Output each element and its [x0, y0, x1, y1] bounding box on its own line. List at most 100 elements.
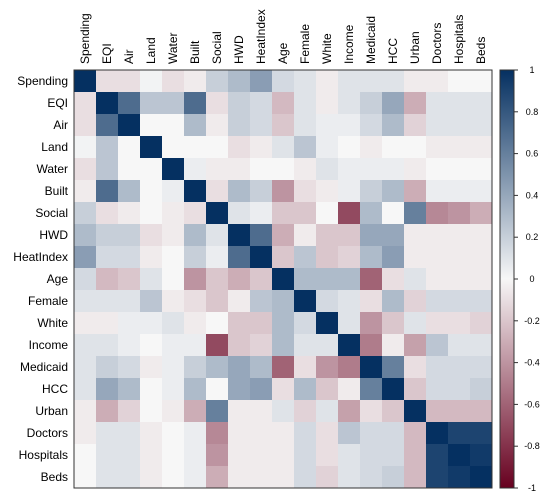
column-label-income: Income [342, 24, 356, 64]
heatmap-cell-land-urban [404, 136, 426, 158]
heatmap-cell-age-spending [74, 268, 96, 290]
heatmap-cell-white-urban [404, 312, 426, 334]
heatmap-cell-urban-female [294, 400, 316, 422]
heatmap-cell-air-income [338, 114, 360, 136]
heatmap-cell-hcc-doctors [426, 378, 448, 400]
heatmap-cell-spending-doctors [426, 70, 448, 92]
heatmap-cell-medicaid-heatindex [250, 356, 272, 378]
heatmap-cell-air-heatindex [250, 114, 272, 136]
heatmap-cell-eqi-social [206, 92, 228, 114]
heatmap-cell-eqi-hcc [382, 92, 404, 114]
heatmap-cell-heatindex-spending [74, 246, 96, 268]
heatmap-cell-white-social [206, 312, 228, 334]
heatmap-cell-built-land [140, 180, 162, 202]
column-label-eqi: EQI [100, 43, 114, 64]
heatmap-cell-air-urban [404, 114, 426, 136]
heatmap-cell-spending-hwd [228, 70, 250, 92]
heatmap-cell-hwd-land [140, 224, 162, 246]
column-label-hwd: HWD [232, 35, 246, 64]
heatmap-cell-urban-beds [470, 400, 492, 422]
heatmap-cell-built-medicaid [360, 180, 382, 202]
column-label-age: Age [276, 42, 290, 64]
heatmap-cell-eqi-heatindex [250, 92, 272, 114]
heatmap-cell-income-spending [74, 334, 96, 356]
heatmap-cell-white-white [316, 312, 338, 334]
heatmap-cell-water-heatindex [250, 158, 272, 180]
heatmap-cell-heatindex-hwd [228, 246, 250, 268]
column-label-doctors: Doctors [430, 23, 444, 64]
heatmap-cell-beds-social [206, 466, 228, 488]
heatmap-cell-built-hwd [228, 180, 250, 202]
heatmap-grid [74, 70, 492, 488]
heatmap-cell-eqi-income [338, 92, 360, 114]
heatmap-cell-female-doctors [426, 290, 448, 312]
heatmap-cell-age-land [140, 268, 162, 290]
row-label-heatindex: HeatIndex [13, 250, 68, 264]
colorbar-tick-label-6: -0.2 [524, 316, 540, 326]
heatmap-cell-land-age [272, 136, 294, 158]
heatmap-cell-age-air [118, 268, 140, 290]
heatmap-cell-air-white [316, 114, 338, 136]
colorbar [499, 69, 515, 489]
heatmap-cell-income-built [184, 334, 206, 356]
heatmap-cell-land-land [140, 136, 162, 158]
heatmap-cell-built-female [294, 180, 316, 202]
row-label-water: Water [36, 162, 68, 176]
heatmap-cell-beds-hwd [228, 466, 250, 488]
heatmap-cell-white-heatindex [250, 312, 272, 334]
heatmap-cell-built-urban [404, 180, 426, 202]
heatmap-cell-spending-urban [404, 70, 426, 92]
row-label-hwd: HWD [39, 228, 68, 242]
row-label-age: Age [47, 272, 69, 286]
heatmap-cell-hospitals-beds [470, 444, 492, 466]
heatmap-cell-doctors-age [272, 422, 294, 444]
heatmap-cell-urban-doctors [426, 400, 448, 422]
heatmap-cell-hospitals-doctors [426, 444, 448, 466]
heatmap-cell-air-eqi [96, 114, 118, 136]
heatmap-cell-water-hospitals [448, 158, 470, 180]
heatmap-cell-medicaid-age [272, 356, 294, 378]
heatmap-cell-hcc-water [162, 378, 184, 400]
heatmap-cell-social-hwd [228, 202, 250, 224]
heatmap-cell-land-hcc [382, 136, 404, 158]
row-label-beds: Beds [41, 470, 68, 484]
heatmap-cell-air-air [118, 114, 140, 136]
heatmap-cell-doctors-medicaid [360, 422, 382, 444]
heatmap-cell-water-doctors [426, 158, 448, 180]
heatmap-cell-eqi-air [118, 92, 140, 114]
heatmap-cell-eqi-white [316, 92, 338, 114]
heatmap-cell-white-spending [74, 312, 96, 334]
heatmap-cell-white-doctors [426, 312, 448, 334]
heatmap-cell-urban-spending [74, 400, 96, 422]
heatmap-cell-age-white [316, 268, 338, 290]
heatmap-cell-doctors-social [206, 422, 228, 444]
heatmap-cell-social-income [338, 202, 360, 224]
heatmap-cell-doctors-female [294, 422, 316, 444]
heatmap-cell-built-age [272, 180, 294, 202]
heatmap-cell-spending-female [294, 70, 316, 92]
heatmap-cell-hcc-urban [404, 378, 426, 400]
colorbar-tick-label-4: 0.2 [526, 232, 539, 242]
heatmap-cell-medicaid-land [140, 356, 162, 378]
heatmap-cell-built-built [184, 180, 206, 202]
heatmap-cell-medicaid-beds [470, 356, 492, 378]
column-label-medicaid: Medicaid [364, 16, 378, 64]
heatmap-cell-water-water [162, 158, 184, 180]
heatmap-cell-heatindex-doctors [426, 246, 448, 268]
heatmap-cell-heatindex-eqi [96, 246, 118, 268]
heatmap-cell-white-hcc [382, 312, 404, 334]
heatmap-cell-age-urban [404, 268, 426, 290]
heatmap-cell-hcc-female [294, 378, 316, 400]
heatmap-cell-air-medicaid [360, 114, 382, 136]
heatmap-cell-urban-urban [404, 400, 426, 422]
heatmap-cell-air-doctors [426, 114, 448, 136]
heatmap-cell-land-beds [470, 136, 492, 158]
heatmap-cell-hwd-income [338, 224, 360, 246]
heatmap-cell-spending-air [118, 70, 140, 92]
heatmap-cell-urban-medicaid [360, 400, 382, 422]
heatmap-cell-built-doctors [426, 180, 448, 202]
heatmap-cell-eqi-land [140, 92, 162, 114]
heatmap-cell-social-hcc [382, 202, 404, 224]
heatmap-cell-land-spending [74, 136, 96, 158]
heatmap-cell-age-hospitals [448, 268, 470, 290]
